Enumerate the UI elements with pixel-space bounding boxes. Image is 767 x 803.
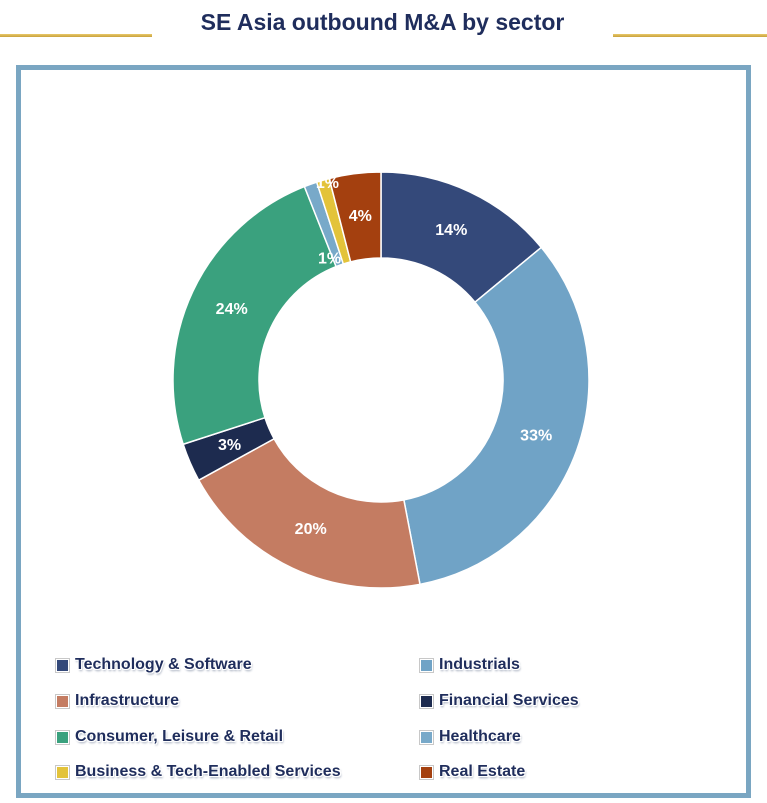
title-rule-right xyxy=(613,34,767,37)
slice-real-estate xyxy=(328,171,382,263)
data-label-business-tech-enabled-services: 1% xyxy=(316,175,339,192)
chart-title: SE Asia outbound M&A by sector xyxy=(200,9,565,35)
data-label-technology-software: 14% xyxy=(435,222,467,239)
title-rule-left xyxy=(0,34,152,37)
data-label-infrastructure: 20% xyxy=(295,521,327,538)
data-label-real-estate: 4% xyxy=(349,208,372,225)
data-label-industrials: 33% xyxy=(520,427,552,444)
data-label-healthcare: 1% xyxy=(318,251,341,268)
slice-consumer-leisure-retail xyxy=(172,185,338,446)
data-label-financial-services: 3% xyxy=(218,437,241,454)
slice-infrastructure xyxy=(197,437,421,589)
slice-industrials xyxy=(402,246,590,586)
data-label-consumer-leisure-retail: 24% xyxy=(216,301,248,318)
